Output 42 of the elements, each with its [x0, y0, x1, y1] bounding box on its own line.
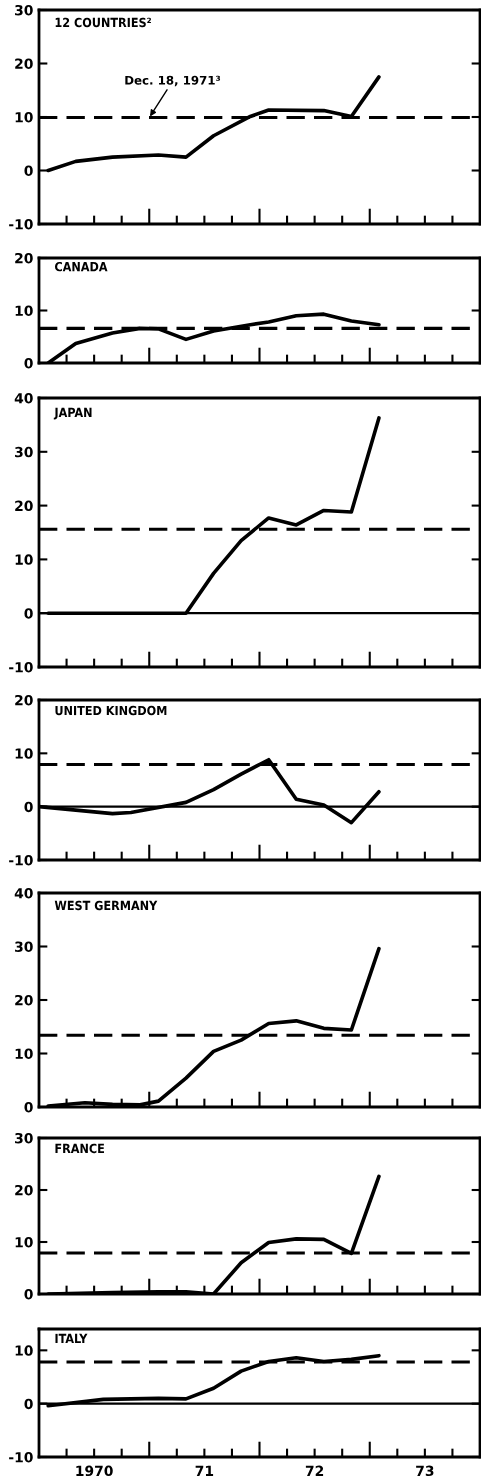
x-tick-label: 71 — [195, 1465, 214, 1476]
y-tick-label: 40 — [14, 887, 33, 899]
y-tick-label: 10 — [15, 305, 33, 316]
y-tick-label: 20 — [15, 252, 33, 264]
y-tick-label: 10 — [15, 1236, 33, 1248]
y-tick-label: 10 — [15, 1048, 33, 1059]
y-tick-label: 10 — [15, 748, 33, 759]
y-tick-label: 20 — [15, 1184, 33, 1196]
y-tick-label: 20 — [15, 694, 33, 706]
y-tick-label: -10 — [9, 218, 33, 230]
y-tick-label: 10 — [15, 554, 33, 565]
text: JAPAN — [53, 407, 92, 420]
y-tick-label: 20 — [15, 994, 33, 1006]
x-tick-label: 73 — [416, 1465, 434, 1477]
y-tick-label: 0 — [24, 357, 33, 369]
y-tick-label: 30 — [15, 1132, 33, 1144]
y-tick-label: 0 — [24, 1288, 33, 1300]
y-tick-label: -10 — [9, 1451, 33, 1463]
y-tick-label: 0 — [24, 165, 33, 176]
x-tick-label: 72 — [305, 1465, 324, 1476]
y-tick-label: -10 — [9, 661, 33, 673]
y-tick-label: 0 — [24, 801, 33, 813]
y-tick-label: 20 — [15, 58, 33, 69]
chart-title: WEST GERMANY — [54, 900, 158, 911]
annotation: Dec. 18, 1971³ — [125, 75, 221, 87]
x-tick-label: 1970 — [76, 1465, 113, 1477]
y-tick-label: 10 — [15, 111, 33, 123]
y-tick-label: 20 — [15, 500, 33, 512]
y-tick-label: 0 — [24, 1398, 33, 1410]
y-tick-label: 40 — [14, 392, 33, 404]
chart-title: CANADA — [55, 261, 108, 272]
y-tick-label: 30 — [15, 941, 33, 952]
y-tick-label: 0 — [24, 1101, 33, 1113]
y-tick-label: -10 — [9, 854, 33, 866]
y-tick-label: 0 — [24, 608, 33, 619]
y-tick-label: 10 — [15, 1345, 33, 1356]
chart-title: ITALY — [55, 1333, 88, 1343]
chart-title: UNITED KINGDOM — [55, 705, 167, 716]
chart-title: FRANCE — [55, 1143, 105, 1154]
chart-title: 12 COUNTRIES² — [55, 17, 151, 28]
y-tick-label: 30 — [15, 446, 33, 458]
y-tick-label: 30 — [15, 4, 33, 16]
